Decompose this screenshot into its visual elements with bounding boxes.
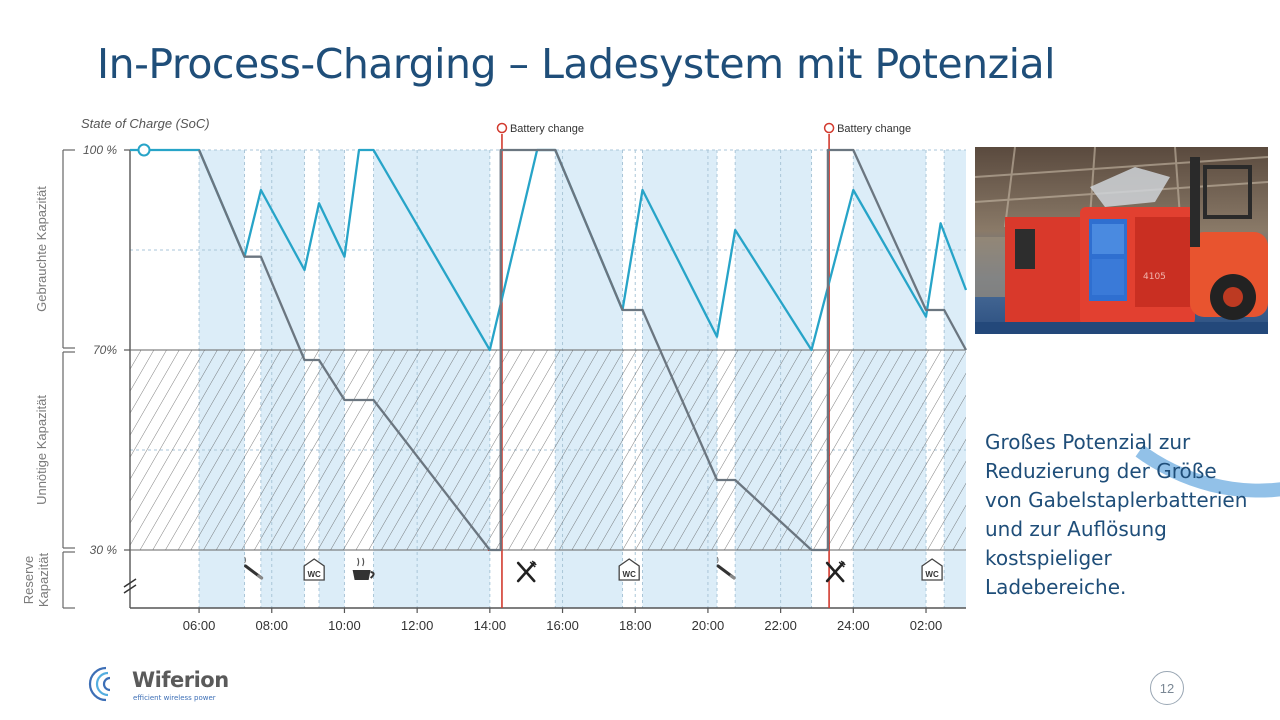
y-tick-label: 100 % <box>83 143 117 157</box>
meal-icon-tines <box>529 560 537 568</box>
x-tick-label: 08:00 <box>255 618 288 633</box>
coffee-icon-cup <box>352 570 371 580</box>
wiferion-logo-mark <box>88 666 111 702</box>
cigarette-icon-smoke <box>716 556 719 564</box>
battery-change-label: Battery change <box>510 123 584 135</box>
cigarette-icon-tip <box>257 574 264 580</box>
logo-tagline: efficient wireless power <box>133 694 216 702</box>
battery-change-marker <box>496 122 508 134</box>
zone-label: Gebrauchte Kapazität <box>34 186 49 312</box>
wiferion-logo: Wiferion efficient wireless power <box>86 664 236 704</box>
wc-icon: WC <box>303 558 325 581</box>
y-tick-label: 30 % <box>90 543 118 557</box>
x-tick-label: 22:00 <box>764 618 797 633</box>
wc-icon-house <box>921 558 943 581</box>
x-tick-label: 12:00 <box>401 618 434 633</box>
logo-name: Wiferion <box>132 668 229 692</box>
caption-text: Großes Potenzial zur Reduzierung der Grö… <box>985 430 1248 599</box>
zone-label: Kapazität <box>36 553 51 608</box>
coffee-icon-handle <box>369 571 375 579</box>
wc-icon: WC <box>921 558 943 581</box>
series-start-marker <box>137 143 151 157</box>
cigarette-icon-tip <box>729 574 736 580</box>
slide-title: In-Process-Charging – Ladesystem mit Pot… <box>97 40 1056 88</box>
wc-icon-glyph: WC <box>623 570 637 579</box>
meal-icon-fork <box>825 561 845 583</box>
x-tick-label: 20:00 <box>692 618 725 633</box>
cigarette-icon <box>716 556 736 580</box>
x-tick-label: 14:00 <box>474 618 507 633</box>
wc-icon-glyph: WC <box>307 570 321 579</box>
x-tick-label: 18:00 <box>619 618 652 633</box>
forklift-photo: 4105 <box>975 147 1268 334</box>
event-icons: WC WC WC <box>244 556 943 583</box>
unit-label: 4105 <box>1143 272 1166 282</box>
page-number: 12 <box>1150 671 1184 705</box>
meal-icon <box>516 560 537 583</box>
meal-icon <box>825 560 846 583</box>
x-tick-label: 24:00 <box>837 618 870 633</box>
y-axis-title: State of Charge (SoC) <box>81 116 210 131</box>
battery-change-annotations: Battery change Battery change <box>487 122 911 608</box>
cigarette-icon <box>244 556 264 580</box>
zone-label: Unnötige Kapazität <box>34 395 49 505</box>
x-tick-label: 10:00 <box>328 618 361 633</box>
axis-break-mark <box>123 578 137 594</box>
battery-change-marker <box>823 122 835 134</box>
cigarette-icon-smoke <box>244 556 247 564</box>
x-tick-label: 06:00 <box>183 618 216 633</box>
coffee-icon <box>352 557 375 580</box>
meal-icon-fork <box>516 561 536 583</box>
x-tick-label: 16:00 <box>546 618 579 633</box>
x-tick-label: 02:00 <box>910 618 943 633</box>
wc-icon-house <box>618 558 640 581</box>
wc-icon: WC <box>618 558 640 581</box>
series <box>130 143 968 552</box>
axis-labels: 100 % 70% 30 % 06:00 08:00 10:00 12:00 14:00 16:… <box>21 116 942 633</box>
zone-label: Reserve <box>21 556 36 604</box>
coffee-icon-steam <box>357 557 365 567</box>
y-tick-label: 70% <box>93 343 117 357</box>
unnecessary-capacity-hatch <box>130 350 966 550</box>
conventional-soc-line <box>198 148 968 552</box>
wc-icon-house <box>303 558 325 581</box>
meal-icon-tines <box>838 560 846 568</box>
wc-icon-glyph: WC <box>925 570 939 579</box>
battery-change-label: Battery change <box>837 123 911 135</box>
